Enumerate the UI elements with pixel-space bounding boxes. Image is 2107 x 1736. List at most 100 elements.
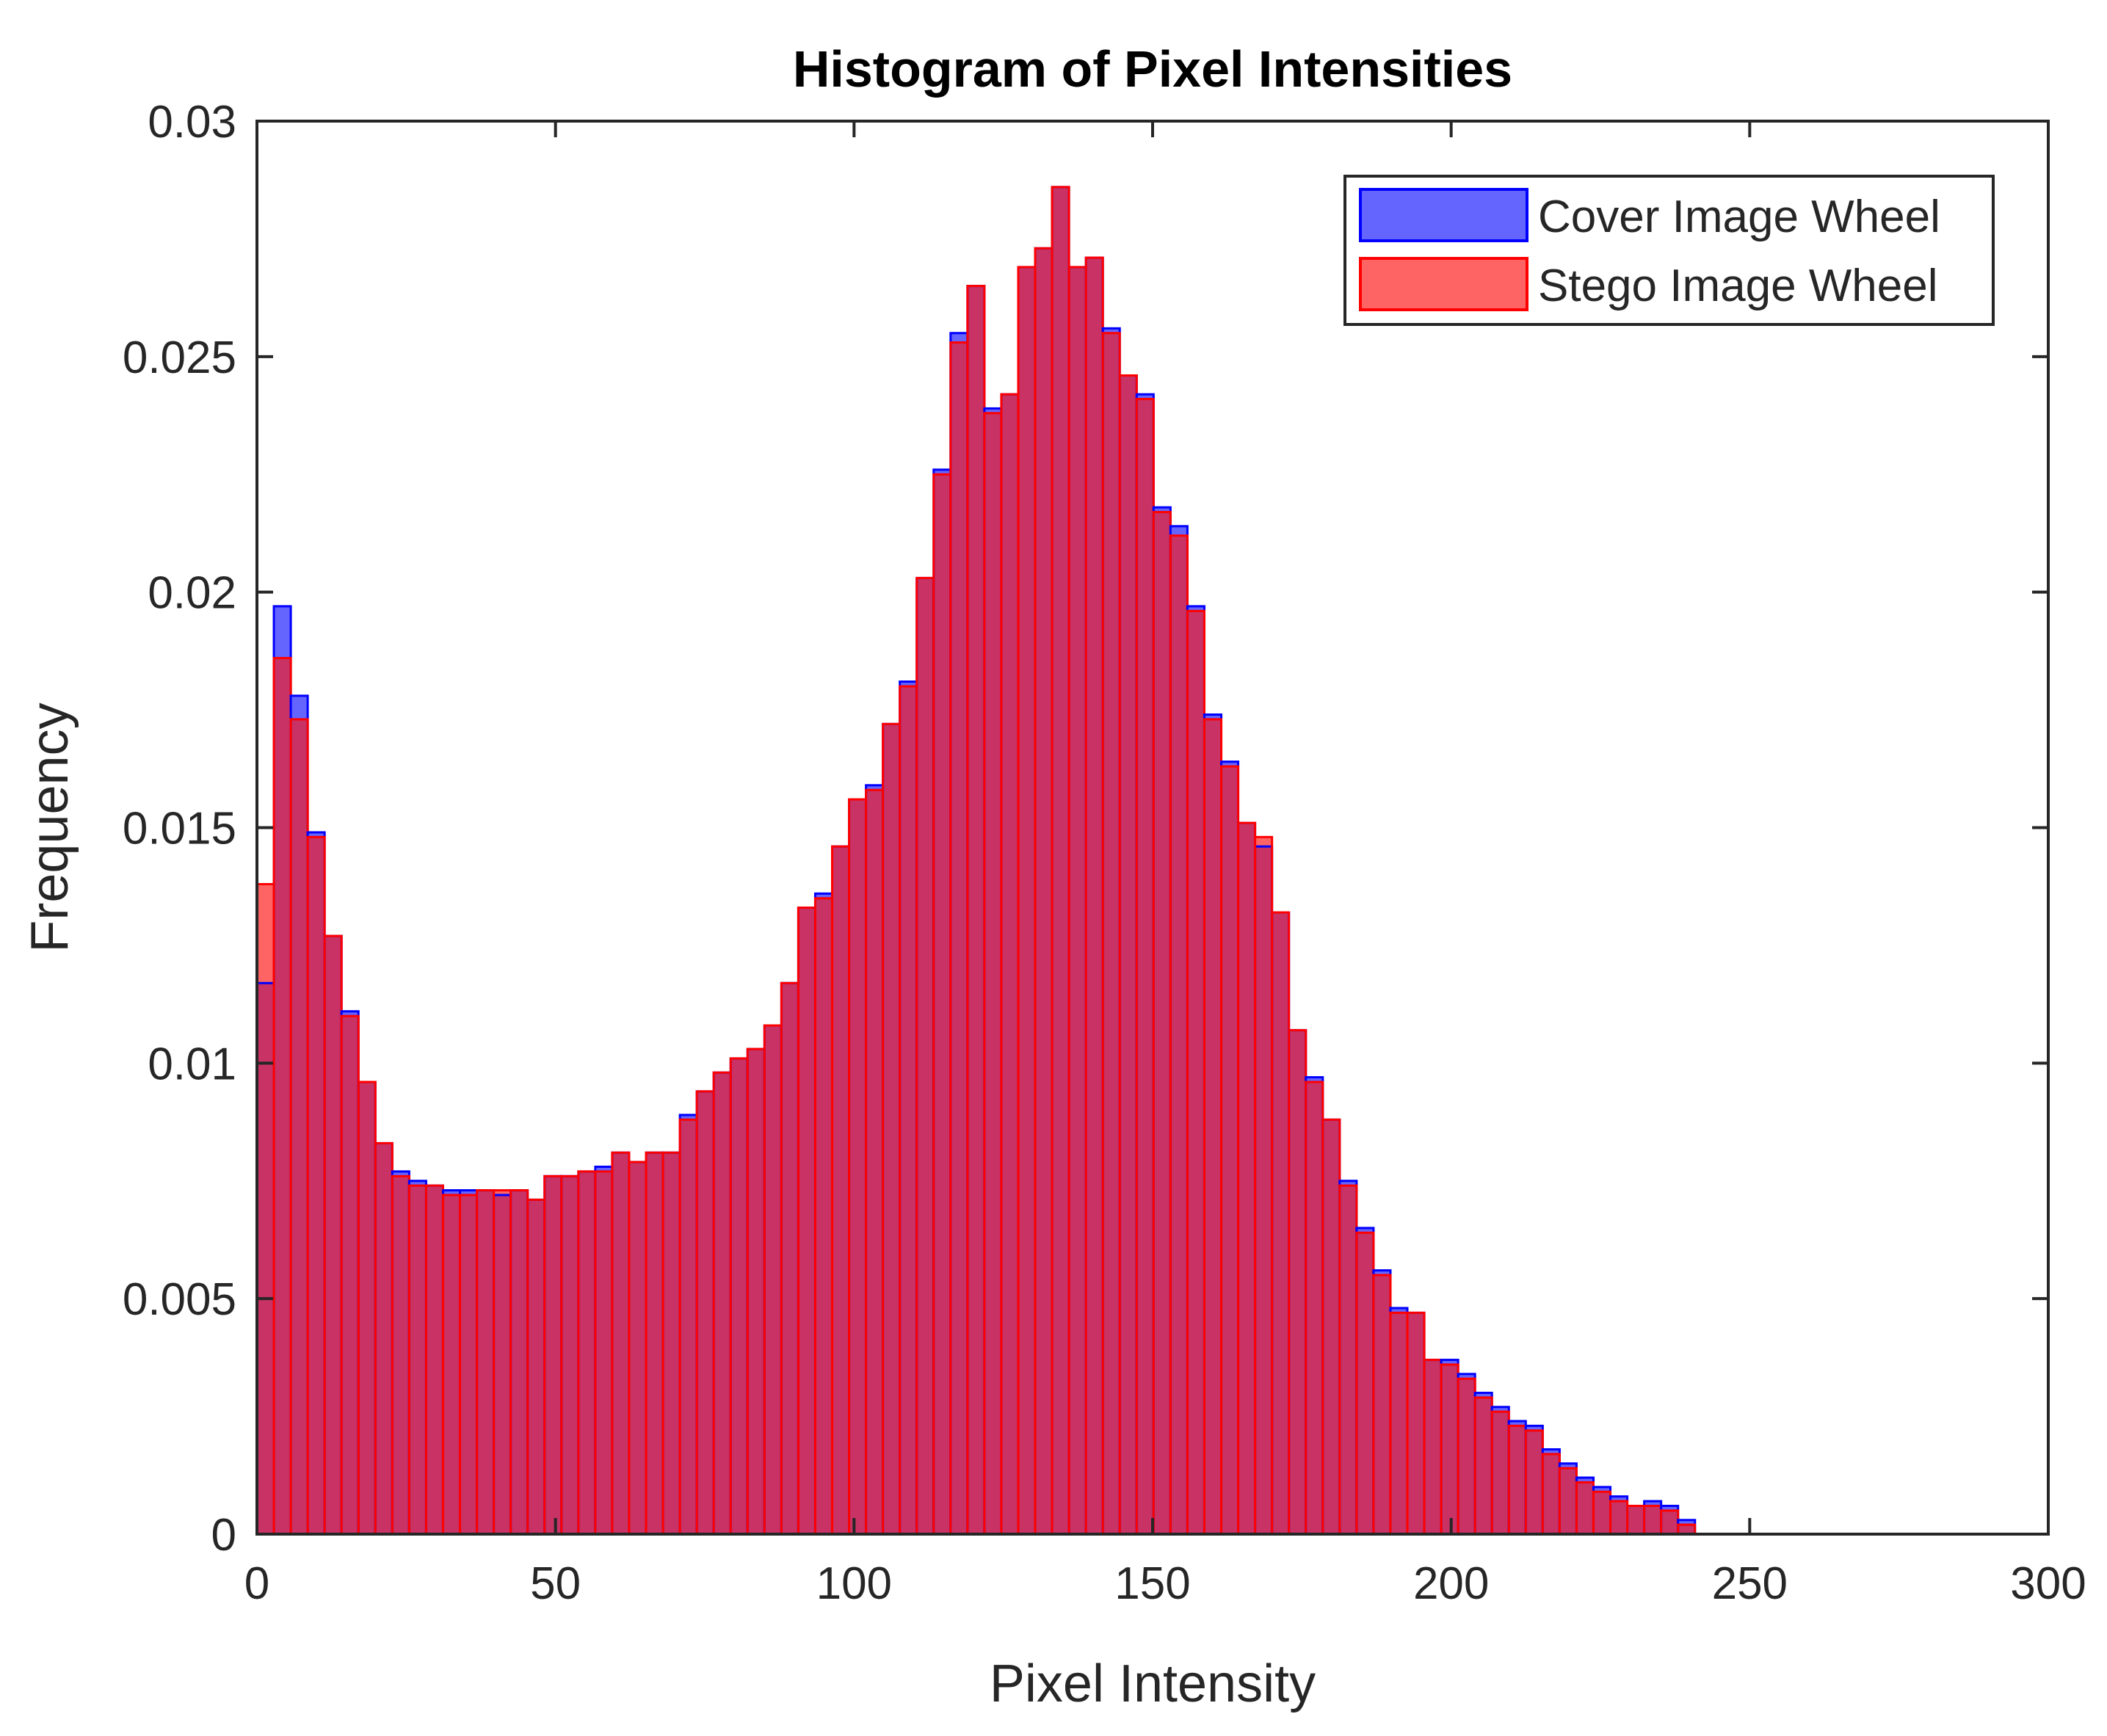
bar-overlap	[1644, 1506, 1661, 1534]
x-tick-label: 50	[530, 1558, 581, 1609]
bar-overlap	[815, 898, 833, 1534]
bar-cover-excess	[1661, 1506, 1678, 1511]
y-tick-label: 0.02	[148, 568, 236, 619]
bar-overlap	[595, 1171, 612, 1534]
bar-cover-excess	[1509, 1421, 1526, 1426]
bar-overlap	[1001, 394, 1018, 1534]
bar-overlap	[1475, 1397, 1493, 1534]
bar-overlap	[1576, 1482, 1594, 1534]
bar-overlap	[899, 686, 917, 1534]
bar-cover-excess	[1390, 1308, 1408, 1313]
bar-overlap	[308, 837, 325, 1534]
bar-overlap	[375, 1143, 393, 1534]
bar-cover-excess	[409, 1180, 427, 1186]
bar-overlap	[443, 1195, 460, 1534]
bar-cover-excess	[1305, 1077, 1323, 1082]
bar-cover-excess	[984, 408, 1001, 413]
bar-cover-excess	[1136, 394, 1154, 399]
chart-title: Histogram of Pixel Intensities	[793, 40, 1512, 98]
bar-overlap	[697, 1091, 714, 1534]
bar-overlap	[1322, 1119, 1340, 1534]
bar-overlap	[882, 724, 900, 1535]
bar-overlap	[1458, 1379, 1476, 1534]
bar-overlap	[409, 1185, 427, 1534]
bar-overlap	[1373, 1275, 1390, 1534]
bar-overlap	[1509, 1426, 1526, 1534]
bar-cover-excess	[341, 1011, 359, 1017]
bar-overlap	[1120, 375, 1137, 1534]
y-tick-label: 0.03	[148, 97, 236, 148]
bar-overlap	[781, 983, 799, 1534]
bar-stego-excess	[257, 884, 275, 984]
bar-overlap	[578, 1171, 595, 1534]
x-tick-label: 300	[2010, 1558, 2086, 1609]
bar-overlap	[628, 1162, 647, 1534]
legend[interactable]: Cover Image Wheel Stego Image Wheel	[1343, 175, 1995, 326]
bar-overlap	[1526, 1430, 1543, 1534]
bar-cover-excess	[443, 1190, 460, 1195]
bar-overlap	[950, 342, 968, 1534]
bar-overlap	[510, 1190, 528, 1534]
bar-overlap	[1627, 1506, 1644, 1534]
bar-overlap	[460, 1195, 477, 1534]
bar-overlap	[392, 1176, 410, 1534]
bar-stego-excess	[1255, 837, 1272, 847]
bar-cover-excess	[899, 681, 917, 686]
bar-cover-excess	[291, 695, 308, 719]
bar-cover-excess	[1204, 714, 1222, 719]
bar-overlap	[1170, 535, 1188, 1534]
bar-overlap	[341, 1016, 359, 1534]
bar-overlap	[1272, 912, 1289, 1534]
bar-overlap	[1153, 512, 1171, 1535]
bar-cover-excess	[1593, 1486, 1611, 1492]
bar-overlap	[798, 907, 816, 1534]
bar-overlap	[1305, 1082, 1323, 1534]
bar-cover-excess	[1170, 526, 1188, 536]
bar-overlap	[274, 658, 291, 1534]
bar-overlap	[426, 1185, 443, 1534]
bar-overlap	[1441, 1365, 1459, 1534]
bar-overlap	[1187, 611, 1205, 1535]
legend-label-stego: Stego Image Wheel	[1538, 261, 1938, 311]
bars-layer	[255, 186, 1697, 1536]
bar-cover-excess	[1644, 1501, 1661, 1506]
x-tick-label: 0	[244, 1558, 269, 1609]
bar-overlap	[1542, 1453, 1560, 1534]
y-tick-label: 0	[211, 1510, 236, 1561]
bar-overlap	[730, 1058, 748, 1534]
bar-overlap	[476, 1190, 494, 1534]
y-tick-label: 0.025	[123, 333, 236, 383]
bar-overlap	[747, 1049, 765, 1534]
bar-cover-excess	[1103, 328, 1120, 333]
bar-overlap	[1492, 1412, 1509, 1534]
x-axis-label: Pixel Intensity	[990, 1655, 1316, 1713]
bar-cover-excess	[866, 785, 883, 791]
bar-overlap	[714, 1072, 731, 1534]
legend-swatch-stego	[1359, 257, 1528, 311]
legend-label-cover: Cover Image Wheel	[1538, 192, 1940, 242]
bar-overlap	[257, 983, 275, 1534]
bar-cover-excess	[1610, 1496, 1628, 1502]
bar-cover-excess	[1356, 1227, 1374, 1233]
bar-cover-excess	[1339, 1180, 1357, 1186]
bar-overlap	[1255, 846, 1272, 1534]
bar-cover-excess	[680, 1114, 697, 1120]
bar-cover-excess	[595, 1166, 612, 1172]
bar-overlap	[324, 936, 342, 1534]
y-tick-label: 0.005	[123, 1274, 236, 1325]
bar-cover-excess	[1221, 761, 1239, 767]
bar-overlap	[1610, 1501, 1628, 1534]
bar-cover-excess	[1492, 1406, 1509, 1412]
bar-overlap	[561, 1176, 579, 1534]
bar-overlap	[849, 799, 866, 1534]
bar-overlap	[544, 1176, 562, 1534]
bar-overlap	[1069, 266, 1087, 1535]
bar-cover-excess	[1559, 1463, 1577, 1469]
bar-overlap	[1678, 1525, 1695, 1534]
x-tick-label: 250	[1712, 1558, 1788, 1609]
legend-swatch-cover	[1359, 188, 1528, 242]
bar-cover-excess	[274, 606, 291, 658]
bar-overlap	[612, 1152, 629, 1534]
